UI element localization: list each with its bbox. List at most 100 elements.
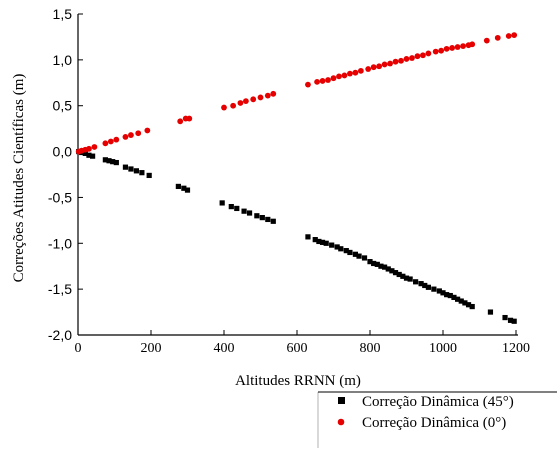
data-point-series-0 bbox=[319, 239, 326, 245]
data-point-series-1 bbox=[341, 72, 348, 79]
data-point-series-0 bbox=[139, 170, 145, 176]
data-point-series-1 bbox=[454, 44, 461, 50]
data-point-series-1 bbox=[336, 73, 342, 80]
data-point-series-0 bbox=[436, 288, 442, 294]
data-point-series-0 bbox=[356, 253, 362, 259]
data-point-series-1 bbox=[330, 75, 337, 82]
data-point-series-0 bbox=[371, 260, 377, 267]
x-tick-label: 400 bbox=[214, 341, 235, 356]
data-point-series-0 bbox=[385, 266, 391, 272]
data-point-series-1 bbox=[483, 37, 490, 44]
data-point-series-1 bbox=[264, 92, 271, 99]
data-point-series-0 bbox=[219, 200, 225, 206]
y-tick-label: 1,0 bbox=[53, 52, 73, 68]
data-point-series-0 bbox=[228, 204, 234, 210]
data-point-series-0 bbox=[181, 185, 187, 191]
data-point-series-1 bbox=[221, 104, 227, 111]
data-point-series-0 bbox=[403, 275, 410, 281]
data-point-series-1 bbox=[425, 50, 432, 57]
data-point-series-1 bbox=[122, 133, 129, 140]
data-point-series-0 bbox=[378, 263, 384, 269]
legend-marker-circle bbox=[337, 418, 345, 426]
data-point-series-1 bbox=[403, 56, 410, 62]
data-point-series-0 bbox=[122, 164, 129, 170]
data-point-series-1 bbox=[494, 34, 501, 41]
data-point-series-1 bbox=[102, 140, 109, 147]
data-point-series-0 bbox=[413, 279, 419, 285]
y-tick-label: -2,0 bbox=[48, 327, 72, 343]
data-point-series-0 bbox=[502, 314, 508, 321]
data-point-series-1 bbox=[186, 115, 193, 122]
data-point-series-1 bbox=[319, 78, 326, 84]
y-tick-label: 0,5 bbox=[53, 98, 73, 114]
data-point-series-1 bbox=[432, 48, 439, 55]
data-point-series-0 bbox=[184, 187, 191, 193]
data-point-series-1 bbox=[511, 32, 518, 38]
data-point-series-0 bbox=[270, 218, 276, 224]
data-point-series-0 bbox=[312, 237, 318, 243]
y-tick-label: -1,5 bbox=[48, 281, 72, 297]
x-tick-label: 0 bbox=[75, 341, 82, 356]
data-point-series-0 bbox=[305, 234, 311, 240]
data-point-series-1 bbox=[420, 52, 426, 59]
data-point-series-0 bbox=[440, 290, 446, 296]
data-point-series-1 bbox=[398, 57, 404, 64]
data-point-series-0 bbox=[431, 286, 437, 292]
data-point-series-0 bbox=[407, 276, 413, 282]
data-point-series-0 bbox=[392, 270, 399, 276]
legend-label-series-0: Correção Dinâmica (45°) bbox=[362, 394, 514, 410]
y-axis-title: Correções Atitudes Científicas (m) bbox=[11, 74, 27, 283]
data-point-series-0 bbox=[458, 298, 464, 304]
data-point-series-0 bbox=[462, 300, 468, 306]
data-point-series-0 bbox=[396, 271, 402, 278]
data-point-series-0 bbox=[425, 284, 431, 290]
data-point-series-1 bbox=[243, 98, 249, 105]
y-tick-label: -1,0 bbox=[48, 235, 72, 251]
data-points bbox=[75, 32, 518, 324]
data-point-series-0 bbox=[389, 268, 395, 274]
data-point-series-1 bbox=[128, 132, 134, 138]
data-point-series-0 bbox=[361, 255, 368, 261]
data-point-series-0 bbox=[507, 317, 514, 323]
data-point-series-0 bbox=[511, 318, 517, 324]
data-point-series-1 bbox=[438, 47, 445, 54]
data-point-series-0 bbox=[400, 273, 406, 279]
data-point-series-0 bbox=[86, 152, 92, 158]
data-point-series-0 bbox=[102, 157, 108, 163]
data-point-series-1 bbox=[91, 144, 98, 150]
data-point-series-1 bbox=[469, 41, 476, 48]
x-tick-label: 200 bbox=[141, 341, 162, 356]
data-point-series-1 bbox=[250, 96, 257, 103]
data-point-series-1 bbox=[387, 60, 393, 67]
data-point-series-0 bbox=[347, 249, 353, 256]
x-tick-label: 1200 bbox=[502, 341, 530, 356]
data-point-series-0 bbox=[110, 159, 116, 165]
data-point-series-0 bbox=[146, 172, 152, 179]
data-point-series-0 bbox=[374, 261, 380, 267]
data-point-series-0 bbox=[133, 168, 139, 174]
data-point-series-0 bbox=[418, 281, 424, 287]
data-point-series-0 bbox=[175, 183, 181, 190]
data-point-series-1 bbox=[237, 100, 244, 106]
data-point-series-0 bbox=[316, 238, 322, 245]
axis-ticks: 0 200 400 600 800 1000 1200 -2,0 -1,5 -1,0 -0,5 0,0… bbox=[48, 6, 530, 356]
data-point-series-0 bbox=[334, 244, 340, 250]
data-point-series-0 bbox=[352, 251, 358, 257]
data-point-series-0 bbox=[254, 213, 260, 219]
data-point-series-1 bbox=[460, 43, 466, 49]
data-point-series-0 bbox=[113, 159, 119, 166]
data-point-series-1 bbox=[86, 145, 92, 152]
data-point-series-1 bbox=[144, 127, 151, 134]
y-tick-label: 1,5 bbox=[53, 6, 73, 22]
data-point-series-0 bbox=[382, 264, 388, 270]
x-tick-label: 600 bbox=[287, 341, 308, 356]
data-point-series-1 bbox=[230, 102, 237, 109]
data-point-series-1 bbox=[270, 90, 277, 97]
y-tick-label: -0,5 bbox=[48, 189, 72, 205]
data-point-series-0 bbox=[455, 296, 461, 302]
data-point-series-1 bbox=[135, 130, 142, 137]
data-point-series-1 bbox=[376, 63, 383, 70]
data-point-series-1 bbox=[392, 58, 399, 65]
data-point-series-0 bbox=[465, 302, 472, 308]
